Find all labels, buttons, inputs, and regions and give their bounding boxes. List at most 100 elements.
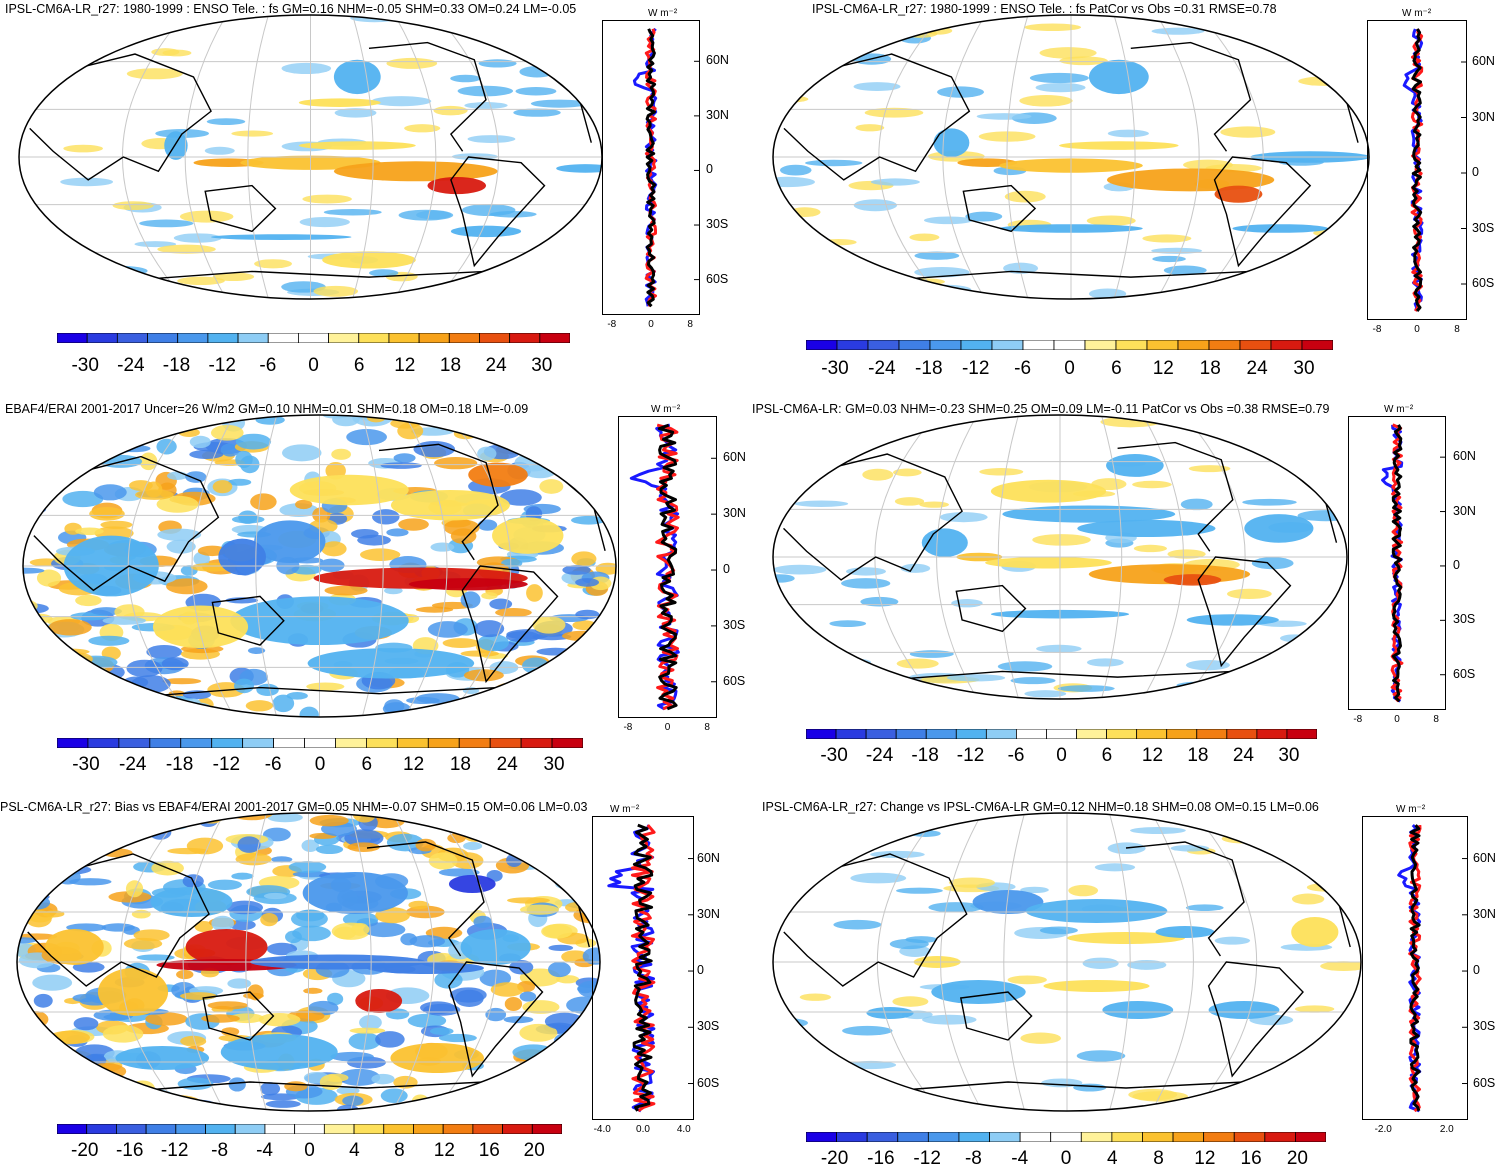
field-cell: [167, 471, 188, 480]
anomaly-region: [1106, 454, 1164, 477]
map-border: [772, 14, 1370, 300]
graticule-lon: [942, 15, 987, 299]
lat-label: 30S: [723, 617, 746, 632]
field-cell: [1294, 1005, 1335, 1013]
field-cell: [231, 515, 265, 524]
field-cell: [1107, 129, 1149, 138]
colorbar-swatch: [1046, 729, 1077, 739]
field-cell: [17, 874, 42, 888]
field-cell: [598, 489, 616, 503]
profile-line: [1408, 825, 1422, 1113]
field-cell: [92, 667, 110, 683]
field-cell: [819, 238, 857, 246]
anomaly-region: [97, 968, 169, 1016]
field-cell: [360, 548, 401, 561]
field-cell: [575, 609, 600, 620]
colorbar: [806, 340, 1333, 350]
field-cell: [60, 855, 92, 866]
field-cell: [334, 108, 377, 118]
colorbar-swatch: [489, 738, 522, 748]
colorbar-swatch: [427, 738, 460, 748]
field-cell: [60, 177, 114, 187]
field-cell: [550, 455, 572, 468]
profile-line: [657, 423, 678, 711]
profile-line: [645, 28, 657, 308]
colorbar-swatch: [806, 340, 838, 350]
field-cell: [27, 828, 66, 836]
field-cell: [331, 448, 351, 460]
colorbar-tick-label: -12: [212, 754, 241, 775]
field-cell: [495, 695, 524, 708]
colorbar-tick-label: 6: [353, 355, 365, 376]
colorbar-tick-label: 12: [403, 754, 425, 775]
field-cell: [177, 276, 225, 286]
colorbar-swatch: [358, 333, 390, 343]
profile-line: [1410, 28, 1424, 312]
field-cell: [1242, 498, 1297, 506]
field-cell: [841, 578, 891, 589]
field-cell: [30, 844, 60, 861]
field-cell: [338, 1068, 381, 1086]
field-cell: [1214, 936, 1251, 945]
field-cell: [779, 164, 812, 176]
field-cell: [551, 702, 574, 717]
graticule-lon: [997, 415, 1020, 699]
field-cell: [574, 698, 608, 710]
anomaly-region: [921, 528, 968, 557]
field-cell: [48, 447, 84, 459]
profile-xtick-label: -4.0: [593, 1124, 611, 1135]
field-cell: [27, 647, 60, 656]
field-cell: [247, 647, 266, 654]
unit-label: W m⁻²: [1384, 404, 1414, 415]
unit-label: W m⁻²: [1396, 804, 1426, 815]
colorbar-tick-label: 4: [349, 1140, 360, 1161]
field-cell: [69, 450, 101, 465]
field-cell: [272, 694, 295, 713]
field-cell: [271, 856, 293, 863]
anomaly-region: [931, 980, 1026, 1004]
field-cell: [45, 648, 90, 656]
lat-label: 30N: [706, 107, 729, 122]
field-cell: [324, 585, 368, 596]
colorbar-tick-label: 0: [308, 355, 319, 376]
field-cell: [146, 645, 182, 659]
graticule-lon: [446, 415, 512, 717]
colorbar-swatch: [509, 333, 541, 343]
field-cell: [590, 443, 616, 451]
colorbar-tick-label: 20: [1286, 1148, 1308, 1169]
field-cell: [578, 415, 607, 422]
graticule-lon: [1006, 15, 1029, 299]
field-cell: [139, 452, 158, 471]
profile-xtick-label: 8: [1433, 714, 1439, 725]
profile-frame: [1362, 816, 1468, 1120]
anomaly-region: [302, 872, 408, 914]
field-cell: [265, 1100, 301, 1108]
field-cell: [521, 828, 546, 836]
field-cell: [346, 428, 387, 446]
colorbar-swatch: [1301, 340, 1333, 350]
field-cell: [369, 269, 399, 277]
colorbar-swatch: [396, 738, 429, 748]
field-cell: [318, 558, 345, 572]
map-border: [22, 414, 617, 718]
field-cell: [548, 961, 571, 978]
field-cell: [1320, 275, 1369, 282]
field-cell: [1088, 288, 1127, 299]
colorbar-swatch: [1022, 340, 1055, 350]
field-cell: [19, 293, 71, 299]
field-cell: [489, 598, 513, 610]
field-cell: [162, 49, 192, 57]
coastline: [1125, 841, 1245, 957]
lat-label: 30N: [697, 906, 720, 921]
colorbar-swatch: [273, 738, 305, 748]
colorbar-tick-label: 16: [1240, 1148, 1262, 1169]
field-cell: [523, 813, 550, 822]
field-cell: [319, 1074, 343, 1091]
field-cell: [450, 74, 481, 83]
field-cell: [554, 1032, 582, 1049]
anomaly-region: [933, 128, 970, 157]
field-cell: [89, 265, 148, 277]
colorbar-swatch: [991, 340, 1024, 350]
field-cell: [53, 1055, 71, 1069]
field-cell: [67, 434, 88, 444]
